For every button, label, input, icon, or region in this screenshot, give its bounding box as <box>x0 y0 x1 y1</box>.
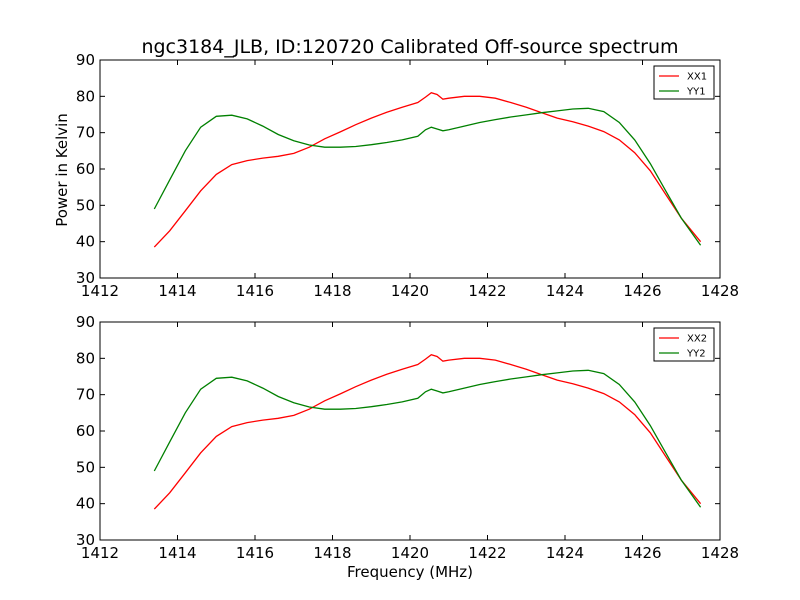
y-tick-label: 40 <box>76 233 95 251</box>
x-tick-label: 1426 <box>623 282 661 300</box>
top-panel: 1412 1414 1416 1418 1420 1422 1424 1426 1428 30 40… <box>76 51 739 300</box>
y-tick-label: 50 <box>76 458 95 476</box>
legend-box <box>653 327 715 362</box>
x-tick-label: 1416 <box>236 282 274 300</box>
y-tick-label: 60 <box>76 160 95 178</box>
x-tick-label: 1420 <box>391 544 429 562</box>
x-tick-label: 1428 <box>701 282 739 300</box>
x-tick-label: 1416 <box>236 544 274 562</box>
bottom-panel: 1412 1414 1416 1418 1420 1422 1424 1426 1428 30 40… <box>76 313 739 562</box>
y-axis-label: Power in Kelvin <box>53 113 71 227</box>
x-tick-label: 1428 <box>701 544 739 562</box>
y-tick-label: 90 <box>76 51 95 69</box>
y-tick-label: 30 <box>76 269 95 287</box>
series-line-XX2 <box>153 353 702 510</box>
x-tick-label: 1422 <box>468 282 506 300</box>
y-tick-label: 70 <box>76 124 95 142</box>
legend-label-YY2: YY2 <box>686 349 706 360</box>
x-tick-label: 1424 <box>546 282 584 300</box>
x-tick-label: 1414 <box>158 544 196 562</box>
legend-label-XX1: XX1 <box>687 72 707 83</box>
y-tick-label: 50 <box>76 196 95 214</box>
y-tick-label: 90 <box>76 313 95 331</box>
y-tick-label: 60 <box>76 422 95 440</box>
series-line-YY1 <box>153 107 702 246</box>
y-tick-label: 80 <box>76 349 95 367</box>
legend-label-XX2: XX2 <box>687 334 707 345</box>
x-tick-label: 1418 <box>313 282 351 300</box>
x-tick-label: 1420 <box>391 282 429 300</box>
x-tick-label: 1412 <box>81 544 119 562</box>
series-line-XX1 <box>153 91 702 248</box>
x-tick-label: 1414 <box>158 282 196 300</box>
legend-box <box>653 65 715 100</box>
legend-label-YY1: YY1 <box>686 87 706 98</box>
figure-title: ngc3184_JLB, ID:120720 Calibrated Off-so… <box>141 36 678 58</box>
x-tick-label: 1418 <box>313 544 351 562</box>
series-line-YY2 <box>153 369 702 508</box>
y-tick-label: 70 <box>76 386 95 404</box>
y-tick-label: 40 <box>76 495 95 513</box>
x-tick-label: 1412 <box>81 282 119 300</box>
y-tick-label: 80 <box>76 87 95 105</box>
y-tick-label: 30 <box>76 531 95 549</box>
x-tick-label: 1422 <box>468 544 506 562</box>
x-tick-label: 1424 <box>546 544 584 562</box>
x-axis-label: Frequency (MHz) <box>347 563 473 581</box>
x-tick-label: 1426 <box>623 544 661 562</box>
